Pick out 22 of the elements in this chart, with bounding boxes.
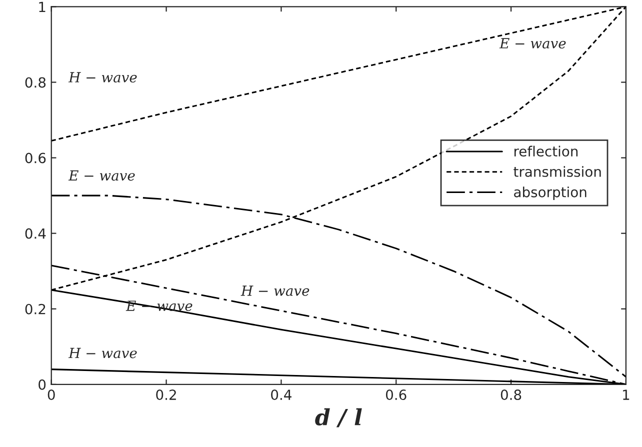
- annotation: H − wave: [68, 72, 137, 82]
- legend-label: absorption: [514, 186, 586, 200]
- x-tick-label: 0: [48, 390, 55, 400]
- y-tick-label: 0.2: [25, 304, 46, 314]
- y-tick-label: 0: [38, 379, 46, 390]
- annotation: E − wave: [126, 300, 192, 312]
- x-tick-label: 0.8: [500, 390, 522, 400]
- y-tick-label: 0.4: [25, 228, 46, 239]
- x-tick-label: 0.2: [156, 390, 176, 400]
- legend-label: reflection: [514, 146, 578, 157]
- y-tick-label: 0.8: [25, 77, 46, 88]
- y-tick-label: 1: [39, 2, 46, 12]
- x-tick-label: 0.4: [271, 390, 292, 400]
- x-tick-label: 1: [623, 390, 630, 400]
- x-axis-title: d / l: [315, 408, 362, 428]
- annotation: H − wave: [240, 286, 310, 296]
- annotation: H − wave: [68, 348, 137, 358]
- annotation: E − wave: [68, 170, 135, 181]
- x-tick-label: 0.6: [386, 390, 406, 400]
- y-tick-label: 0.6: [25, 152, 46, 164]
- annotation: E − wave: [499, 38, 566, 49]
- legend-label: transmission: [514, 166, 601, 177]
